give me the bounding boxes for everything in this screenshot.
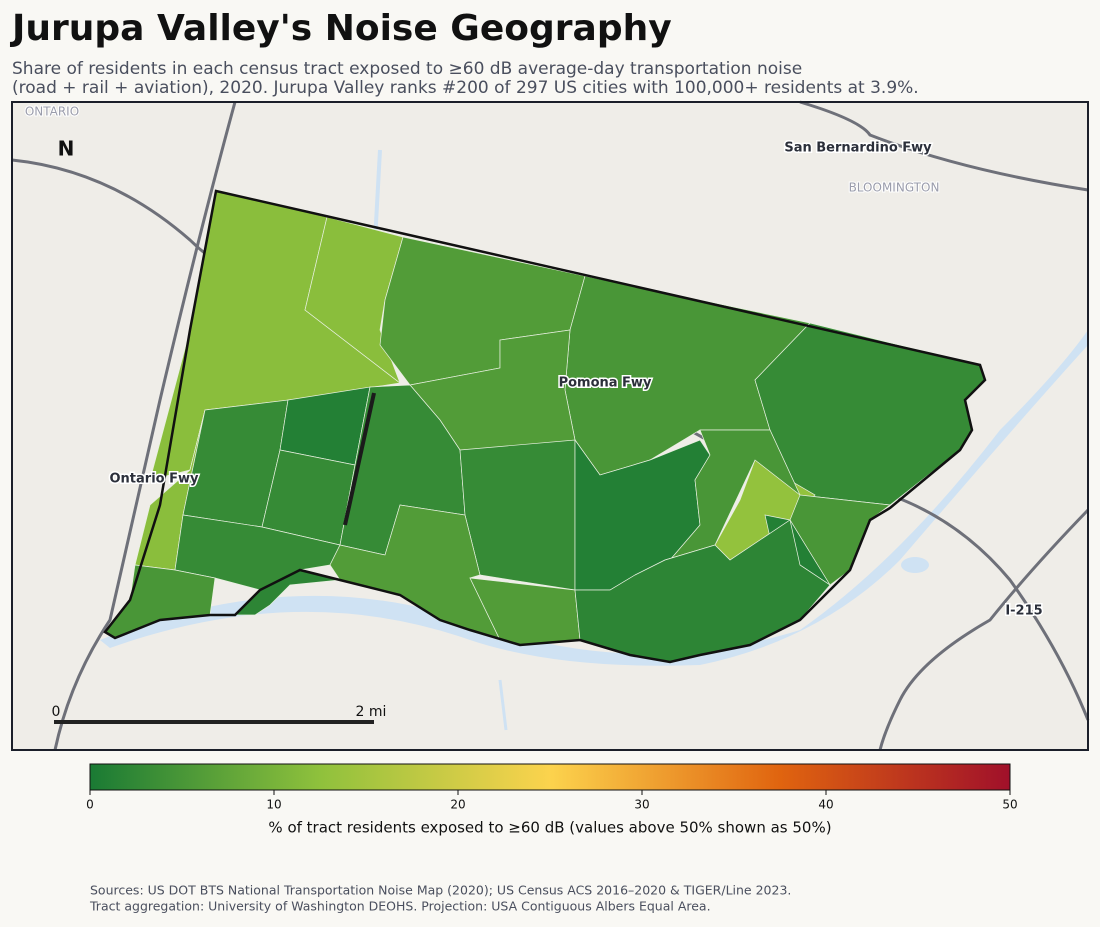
tract (459, 439, 576, 591)
scale-label: 0 (52, 704, 61, 720)
colorbar-tick-label: 30 (634, 798, 649, 812)
colorbar-tick-label: 20 (450, 798, 465, 812)
colorbar-tick-label: 50 (1002, 798, 1017, 812)
source-note: Tract aggregation: University of Washing… (89, 899, 711, 914)
subtitle: Share of residents in each census tract … (12, 59, 802, 79)
scale-label: 2 mi (356, 704, 387, 720)
city-boundary (103, 189, 987, 664)
road-label: Ontario Fwy (110, 472, 200, 487)
place-label: BLOOMINGTON (849, 181, 940, 195)
road-label: San Bernardino Fwy (784, 141, 932, 156)
tract-layer (104, 190, 986, 663)
colorbar-tick-label: 0 (86, 798, 94, 812)
colorbar-tick-label: 40 (818, 798, 833, 812)
colorbar (89, 763, 1011, 791)
colorbar-tick-label: 10 (266, 798, 281, 812)
place-label: ONTARIO (25, 105, 79, 119)
north-arrow: N (58, 137, 75, 161)
source-note: Sources: US DOT BTS National Transportat… (90, 883, 791, 898)
colorbar-label: % of tract residents exposed to ≥60 dB (… (268, 819, 831, 837)
title: Jurupa Valley's Noise Geography (9, 8, 672, 49)
road-label: I-215 (1005, 604, 1042, 619)
rail-line (343, 392, 376, 526)
road-label: Pomona Fwy (559, 376, 652, 391)
map-frame (11, 101, 1089, 751)
subtitle: (road + rail + aviation), 2020. Jurupa V… (12, 78, 919, 98)
